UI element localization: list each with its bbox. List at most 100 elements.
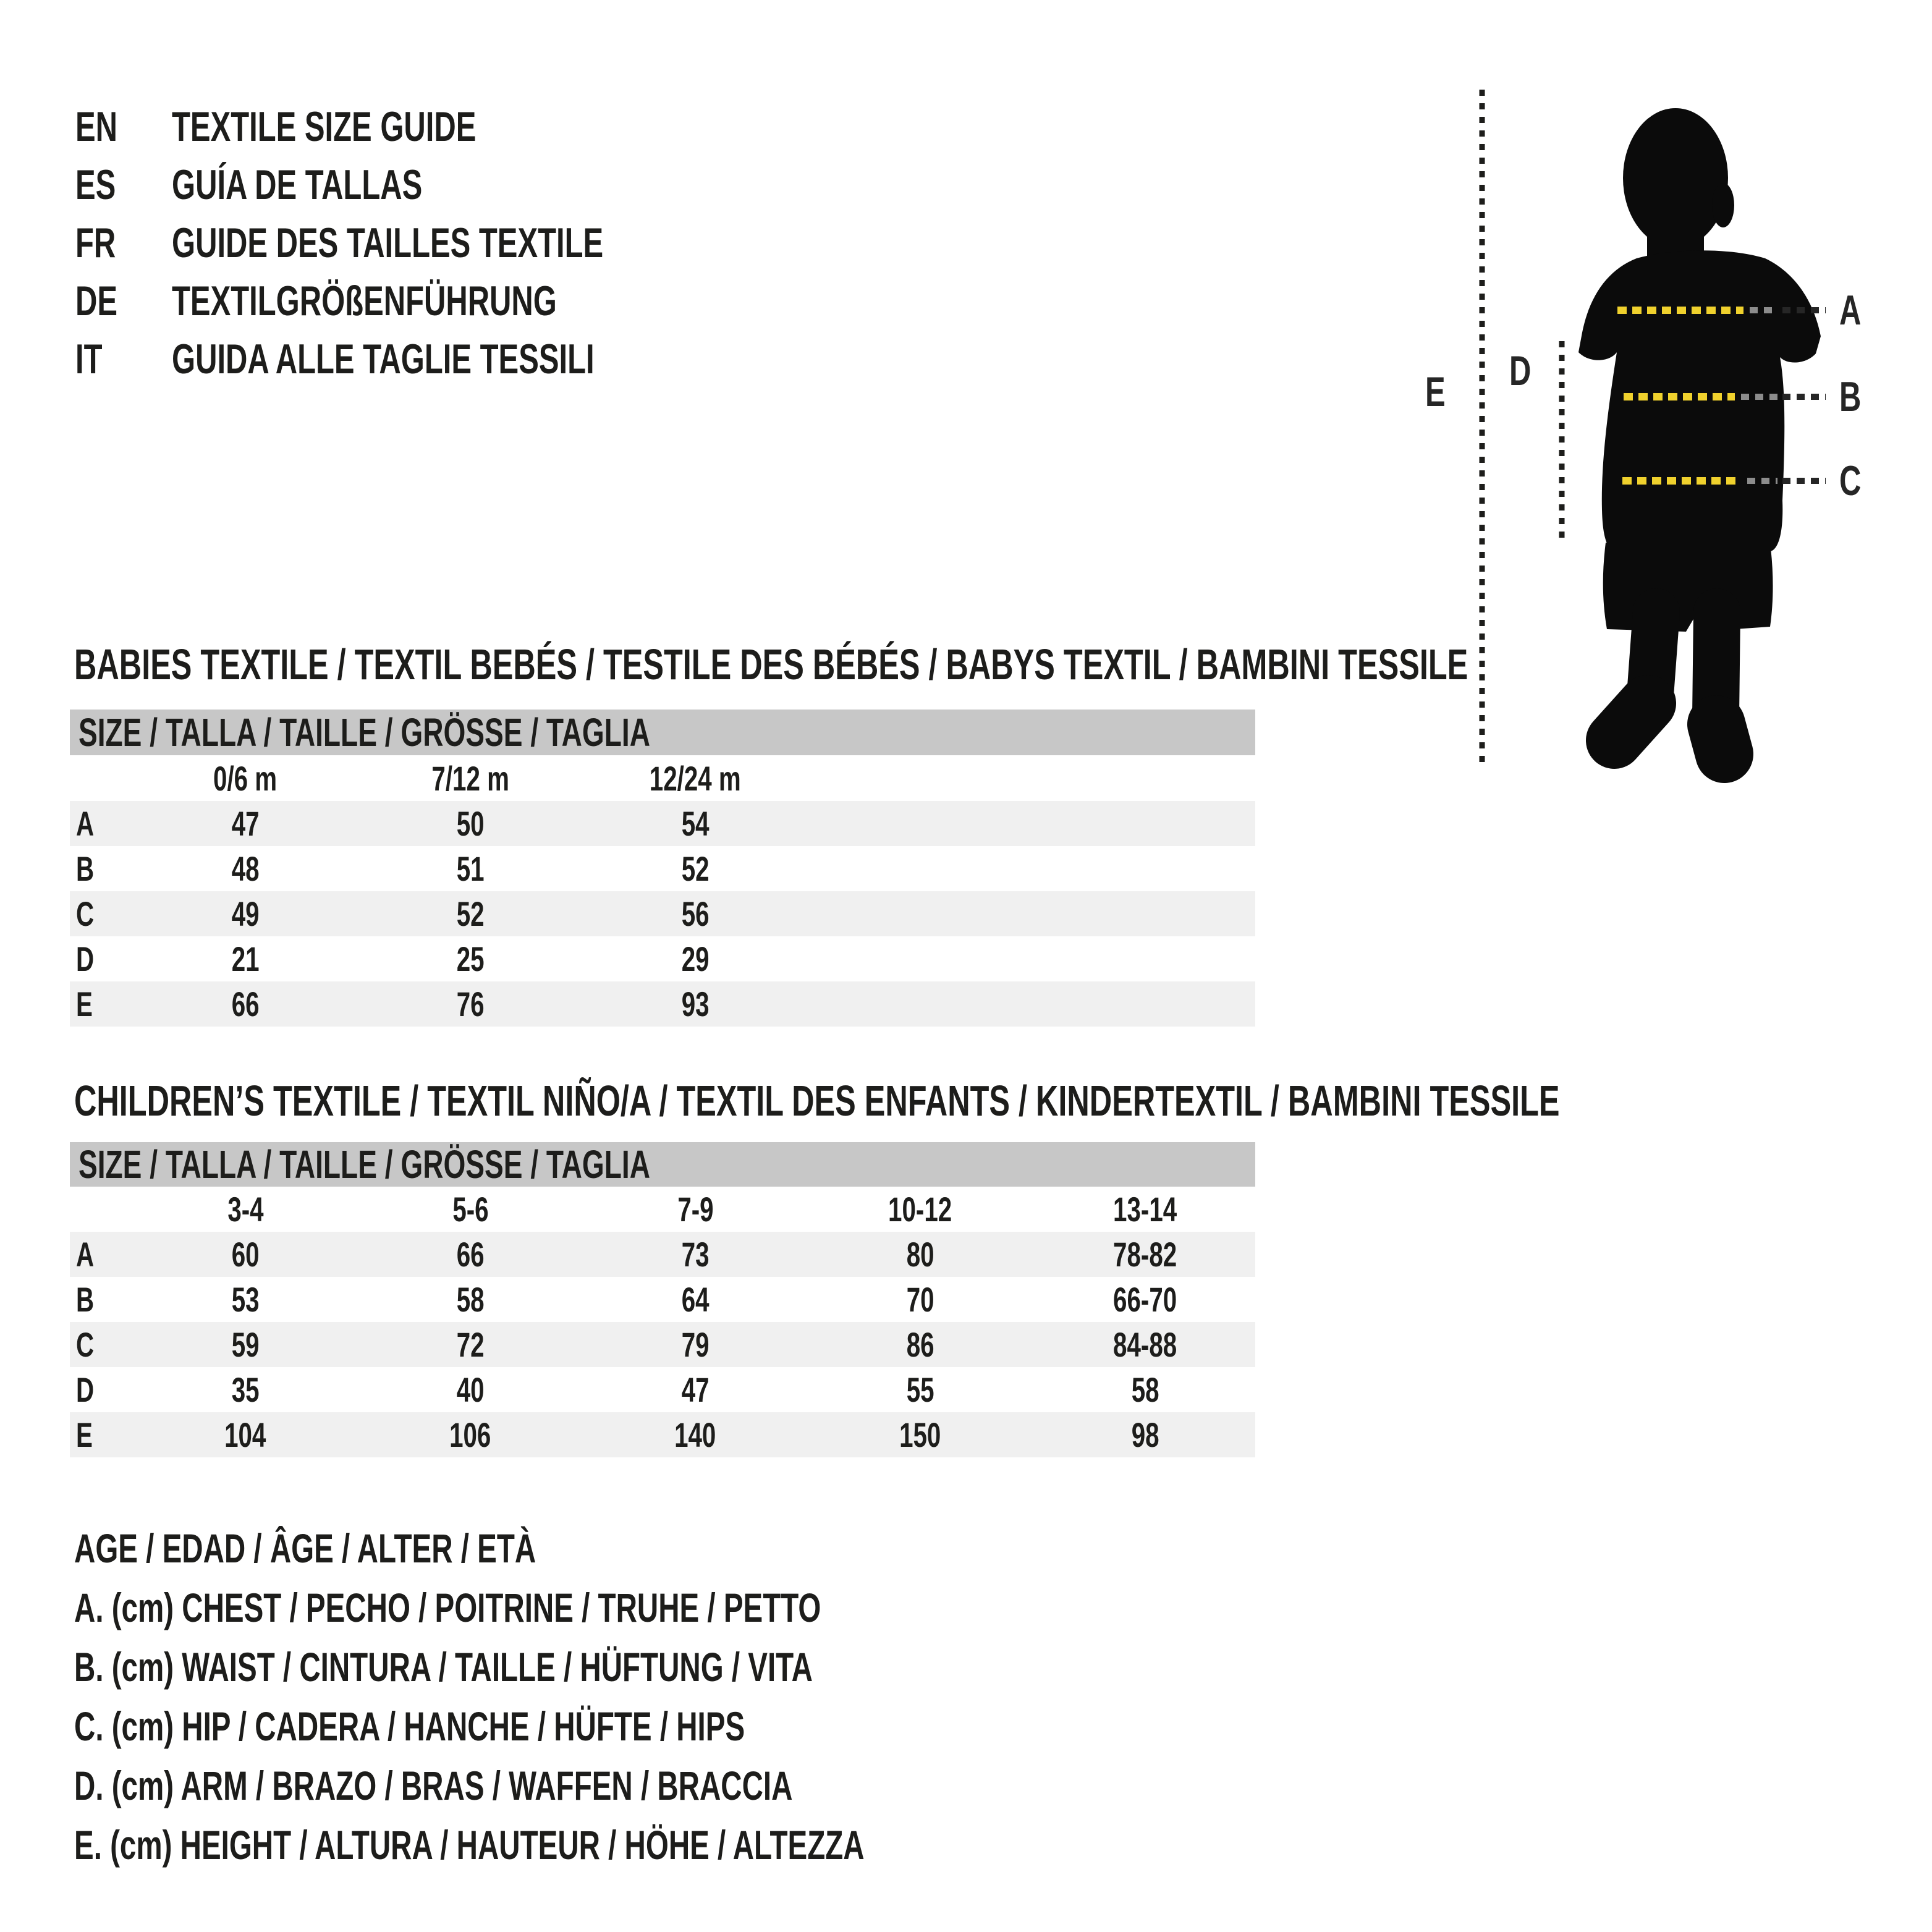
table-row: E 66 76 93 [70,981,1255,1027]
children-corner-cell [70,1187,133,1232]
table-cell: 58 [1131,1370,1159,1409]
table-cell: 50 [456,804,485,843]
language-row-es: ES GUÍA DE TALLAS [75,156,771,214]
table-cell: 58 [456,1280,485,1319]
language-row-de: DE TEXTILGRÖßENFÜHRUNG [75,272,771,330]
figure-label-waist-b: B [1839,373,1862,420]
row-label: D [76,1370,95,1409]
table-cell: 51 [456,849,485,888]
babies-column-header: 0/6 m [213,758,278,798]
table-row: E 104 106 140 150 98 [70,1412,1255,1457]
table-cell: 98 [1131,1415,1159,1454]
table-row: D 35 40 47 55 58 [70,1367,1255,1412]
table-cell: 140 [674,1415,716,1454]
table-cell: 35 [231,1370,260,1409]
language-code-de: DE [75,278,118,324]
row-label: C [76,1325,95,1364]
language-row-fr: FR GUIDE DES TAILLES TEXTILE [75,214,771,272]
legend-line-height: E. (cm) HEIGHT / ALTURA / HAUTEUR / HÖHE… [74,1822,865,1868]
measurement-legend: AGE / EDAD / ÂGE / ALTER / ETÀ A. (cm) C… [74,1519,1172,1875]
figure-label-arm-d: D [1509,347,1532,394]
table-cell: 29 [681,939,710,978]
table-cell: 52 [456,894,485,933]
babies-size-header-bar: SIZE / TALLA / TAILLE / GRÖSSE / TAGLIA [70,710,1255,755]
table-cell: 55 [906,1370,934,1409]
row-label: A [76,804,95,843]
language-code-it: IT [75,336,103,383]
guide-title-en: TEXTILE SIZE GUIDE [172,103,477,150]
babies-column-header: 12/24 m [650,758,741,798]
children-column-header: 5-6 [452,1190,489,1229]
children-size-table: SIZE / TALLA / TAILLE / GRÖSSE / TAGLIA … [70,1142,1255,1457]
table-cell: 60 [231,1235,260,1274]
child-silhouette-figure [1479,90,1826,783]
table-cell: 104 [224,1415,266,1454]
children-column-header: 10-12 [888,1190,952,1229]
babies-column-header: 7/12 m [431,758,509,798]
guide-title-de: TEXTILGRÖßENFÜHRUNG [172,278,557,324]
table-row: B 53 58 64 70 66-70 [70,1277,1255,1322]
table-cell: 47 [231,804,260,843]
children-column-header-row: 3-4 5-6 7-9 10-12 13-14 [70,1187,1255,1232]
language-code-fr: FR [75,219,116,266]
child-silhouette [1578,108,1821,783]
legend-line-age: AGE / EDAD / ÂGE / ALTER / ETÀ [74,1525,536,1571]
table-cell: 54 [681,804,710,843]
row-label: D [76,939,95,978]
children-column-header: 3-4 [227,1190,264,1229]
table-cell: 25 [456,939,485,978]
row-label: E [76,985,93,1023]
table-cell: 106 [449,1415,491,1454]
table-cell: 66 [456,1235,485,1274]
table-cell: 64 [681,1280,710,1319]
table-cell: 70 [906,1280,934,1319]
figure-label-chest-a: A [1839,287,1862,334]
table-cell: 56 [681,894,710,933]
table-cell: 21 [231,939,260,978]
table-cell: 52 [681,849,710,888]
babies-column-header-row: 0/6 m 7/12 m 12/24 m [70,755,1255,801]
table-cell: 78-82 [1113,1235,1177,1274]
table-cell: 47 [681,1370,710,1409]
table-cell: 72 [456,1325,485,1364]
row-label: A [76,1235,95,1274]
table-cell: 73 [681,1235,710,1274]
table-cell: 84-88 [1113,1325,1177,1364]
babies-size-table: SIZE / TALLA / TAILLE / GRÖSSE / TAGLIA … [70,710,1255,1027]
figure-label-height-e: E [1425,368,1446,415]
children-column-header: 7-9 [677,1190,714,1229]
table-row: C 59 72 79 86 84-88 [70,1322,1255,1367]
legend-line-chest: A. (cm) CHEST / PECHO / POITRINE / TRUHE… [74,1585,821,1630]
guide-title-fr: GUIDE DES TAILLES TEXTILE [172,219,604,266]
language-code-en: EN [75,103,118,150]
table-cell: 53 [231,1280,260,1319]
table-cell: 66 [231,985,260,1023]
row-label: B [76,1280,95,1319]
table-cell: 48 [231,849,260,888]
language-row-en: EN TEXTILE SIZE GUIDE [75,98,771,156]
table-cell: 93 [681,985,710,1023]
table-cell: 150 [899,1415,941,1454]
language-code-es: ES [75,161,116,208]
table-row: A 60 66 73 80 78-82 [70,1232,1255,1277]
table-cell: 66-70 [1113,1280,1177,1319]
language-row-it: IT GUIDA ALLE TAGLIE TESSILI [75,330,771,388]
table-row: A 47 50 54 [70,801,1255,846]
legend-line-hip: C. (cm) HIP / CADERA / HANCHE / HÜFTE / … [74,1703,745,1749]
row-label: E [76,1415,93,1454]
babies-section-title: BABIES TEXTILE / TEXTIL BEBÉS / TESTILE … [74,640,1468,688]
children-section-title: CHILDREN’S TEXTILE / TEXTIL NIÑO/A / TEX… [74,1077,1560,1125]
children-size-header-bar: SIZE / TALLA / TAILLE / GRÖSSE / TAGLIA [70,1142,1255,1187]
table-cell: 49 [231,894,260,933]
language-title-list: EN TEXTILE SIZE GUIDE ES GUÍA DE TALLAS … [75,98,771,388]
table-cell: 80 [906,1235,934,1274]
legend-line-arm: D. (cm) ARM / BRAZO / BRAS / WAFFEN / BR… [74,1763,793,1808]
guide-title-es: GUÍA DE TALLAS [172,161,423,208]
table-cell: 76 [456,985,485,1023]
table-cell: 86 [906,1325,934,1364]
legend-line-waist: B. (cm) WAIST / CINTURA / TAILLE / HÜFTU… [74,1644,813,1690]
table-row: D 21 25 29 [70,936,1255,981]
table-cell: 79 [681,1325,710,1364]
figure-label-hip-c: C [1839,457,1862,504]
